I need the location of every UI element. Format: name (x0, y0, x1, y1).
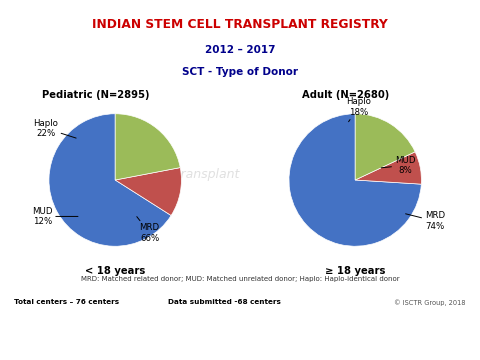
Text: MRD
74%: MRD 74% (406, 211, 445, 231)
Text: Data submitted -68 centers: Data submitted -68 centers (168, 299, 281, 305)
Text: © ISCTR Group, 2018: © ISCTR Group, 2018 (394, 299, 466, 306)
Text: Pediatric (N=2895): Pediatric (N=2895) (42, 90, 150, 100)
Text: Haplo
18%: Haplo 18% (346, 98, 371, 122)
Wedge shape (49, 114, 171, 246)
Text: MRD
66%: MRD 66% (137, 217, 160, 243)
Text: India  transplant: India transplant (137, 168, 240, 181)
Text: MUD
8%: MUD 8% (381, 156, 415, 175)
Text: SCT - Type of Donor: SCT - Type of Donor (182, 67, 298, 77)
Text: Total centers – 76 centers: Total centers – 76 centers (14, 299, 120, 305)
Text: INDIAN STEM CELL TRANSPLANT REGISTRY: INDIAN STEM CELL TRANSPLANT REGISTRY (92, 18, 388, 31)
Text: ≥ 18 years: ≥ 18 years (325, 266, 385, 276)
Text: Adult (N=2680): Adult (N=2680) (302, 90, 389, 100)
Text: MRD: Matched related donor; MUD: Matched unrelated donor; Haplo: Haplo-identical: MRD: Matched related donor; MUD: Matched… (81, 276, 399, 282)
Wedge shape (355, 114, 415, 180)
Wedge shape (289, 114, 421, 246)
Text: < 18 years: < 18 years (85, 266, 145, 276)
Text: 2012 – 2017: 2012 – 2017 (205, 45, 275, 55)
Wedge shape (115, 114, 180, 180)
Text: Haplo
22%: Haplo 22% (33, 119, 76, 138)
Wedge shape (355, 152, 421, 184)
Text: MUD
12%: MUD 12% (32, 207, 78, 226)
Wedge shape (115, 168, 181, 216)
